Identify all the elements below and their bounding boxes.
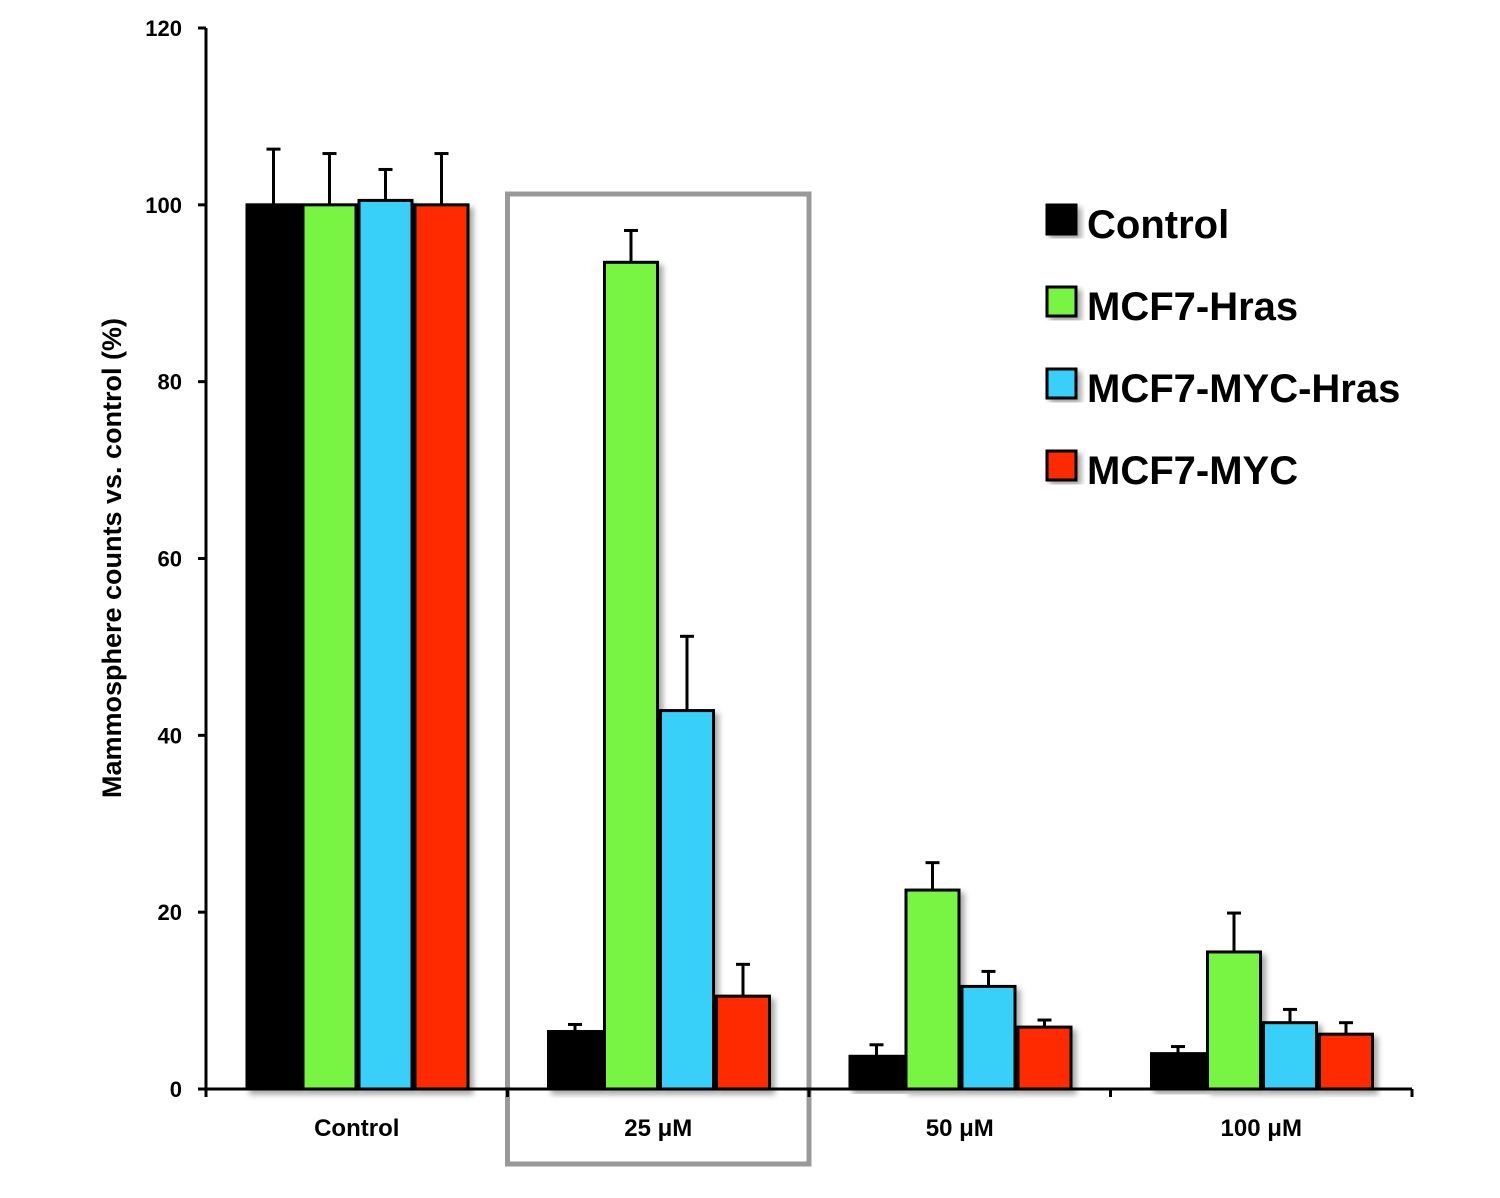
legend-swatch bbox=[1045, 203, 1078, 236]
legend-swatch bbox=[1045, 367, 1078, 400]
legend-label: MCF7-MYC bbox=[1087, 449, 1298, 493]
x-tick-label: 50 μM bbox=[926, 1115, 994, 1142]
bar-0-3 bbox=[1150, 1052, 1206, 1091]
bar-2-3 bbox=[1262, 1021, 1318, 1091]
bar-3-1 bbox=[715, 994, 771, 1091]
y-axis-label: Mammosphere counts vs. control (%) bbox=[97, 318, 127, 798]
bar-1-2 bbox=[904, 888, 961, 1091]
highlight-box bbox=[505, 191, 812, 1167]
y-tick-label: 80 bbox=[158, 370, 182, 395]
x-tick-label: Control bbox=[314, 1115, 399, 1142]
legend-swatch bbox=[1045, 285, 1078, 318]
bar-3-3 bbox=[1318, 1032, 1374, 1091]
y-tick-label: 20 bbox=[158, 900, 182, 925]
y-tick-label: 0 bbox=[170, 1077, 182, 1102]
bar-1-1 bbox=[603, 260, 659, 1091]
bar-0-1 bbox=[547, 1030, 603, 1091]
bar-1-3 bbox=[1206, 950, 1262, 1091]
bar-2-1 bbox=[659, 709, 715, 1091]
bar-3-2 bbox=[1016, 1025, 1073, 1091]
y-tick-label: 60 bbox=[158, 547, 182, 572]
y-tick-label: 120 bbox=[145, 16, 182, 41]
bar-3-0 bbox=[413, 203, 470, 1091]
bar-0-2 bbox=[848, 1054, 905, 1091]
bar-1-0 bbox=[301, 203, 358, 1091]
y-tick-label: 40 bbox=[158, 723, 182, 748]
legend-label: Control bbox=[1087, 203, 1229, 247]
x-tick-label: 25 μM bbox=[624, 1115, 692, 1142]
bar-0-0 bbox=[245, 203, 302, 1091]
legend-label: MCF7-MYC-Hras bbox=[1087, 367, 1400, 411]
x-tick-label: 100 μM bbox=[1221, 1115, 1302, 1142]
y-tick-label: 100 bbox=[145, 193, 182, 218]
bar-2-2 bbox=[960, 984, 1017, 1091]
legend-label: MCF7-Hras bbox=[1087, 285, 1298, 329]
legend-swatch bbox=[1045, 449, 1078, 482]
bar-2-0 bbox=[357, 198, 414, 1091]
